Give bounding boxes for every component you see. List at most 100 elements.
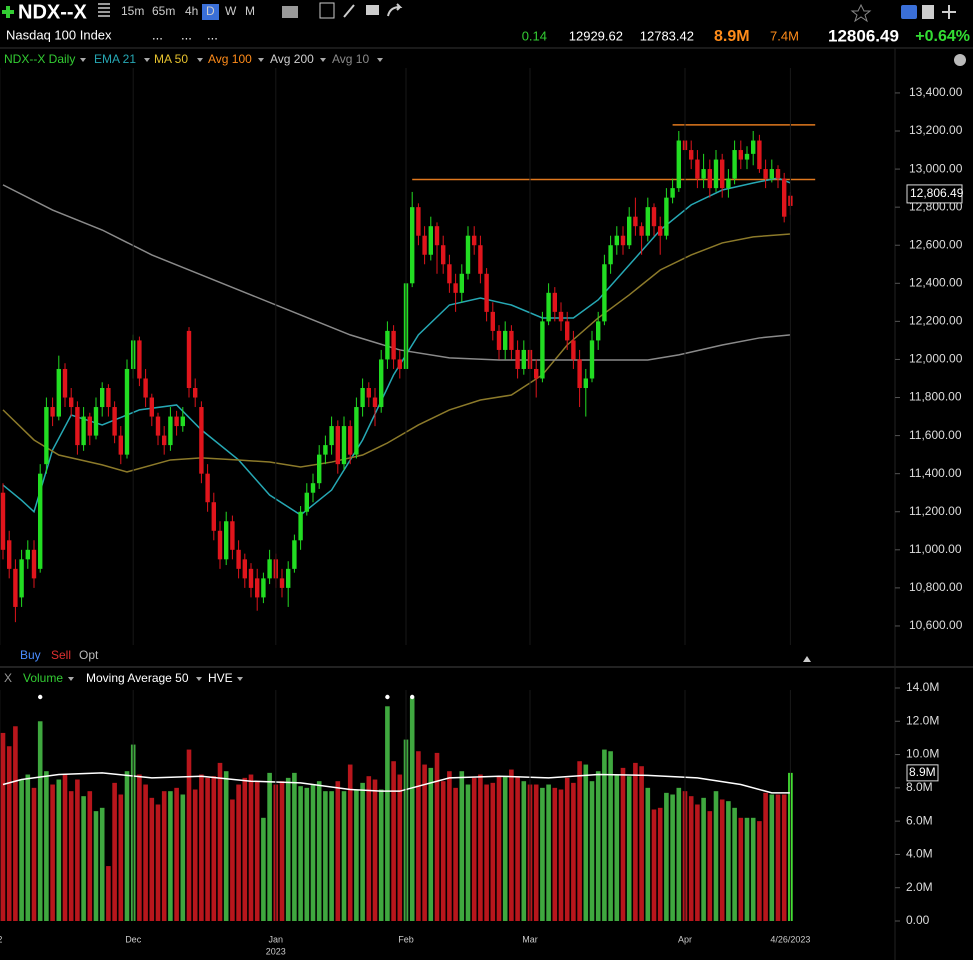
candle-body	[701, 169, 706, 179]
volume-bar	[391, 761, 396, 921]
candle-body	[515, 349, 520, 369]
volume-bar	[242, 777, 248, 921]
x-tick-label: Mar	[522, 934, 538, 944]
candle-body	[360, 388, 365, 408]
volume-bar	[149, 797, 155, 921]
toolbar-icon[interactable]	[282, 6, 298, 18]
legend-entry[interactable]: EMA 21	[94, 52, 136, 66]
volume-bar	[372, 779, 378, 921]
candle-body	[565, 321, 570, 341]
interval-button[interactable]: M	[245, 4, 255, 18]
volume-bar	[502, 776, 508, 921]
candle-body	[230, 521, 235, 550]
legend-entry[interactable]: HVE	[208, 671, 233, 685]
candle-body	[279, 578, 285, 588]
candle-body	[44, 407, 49, 465]
collapse-icon[interactable]	[803, 656, 811, 662]
list-icon[interactable]	[98, 3, 110, 17]
interval-button[interactable]: 65m	[152, 4, 175, 18]
interval-button[interactable]: 4h	[185, 4, 198, 18]
y-tick-label: 10.0M	[906, 747, 939, 761]
legend-entry[interactable]: Moving Average 50	[86, 671, 189, 685]
volume-bar	[719, 799, 725, 921]
candle-body	[496, 330, 502, 350]
candle-body	[93, 407, 99, 436]
volume-bar	[37, 721, 43, 921]
candle-body	[608, 245, 613, 265]
volume-bar	[6, 746, 12, 921]
candle-body	[465, 235, 471, 274]
interval-button[interactable]: D	[206, 4, 215, 18]
candle-body	[614, 235, 619, 246]
volume-bar	[378, 789, 384, 921]
toolbar-icon[interactable]	[922, 5, 934, 19]
volume-bar	[211, 776, 217, 921]
candle-body	[199, 407, 204, 474]
toolbar-icon[interactable]	[901, 5, 917, 19]
legend-entry[interactable]: MA 50	[154, 52, 188, 66]
candle-body	[441, 245, 446, 265]
buy-button[interactable]: Buy	[20, 648, 41, 662]
volume-bar	[540, 787, 545, 921]
toolbar-icon[interactable]	[942, 5, 956, 19]
candle-body	[410, 207, 415, 284]
symbol[interactable]: NDX--X	[18, 1, 88, 23]
opt-button[interactable]: Opt	[79, 648, 99, 662]
toolbar-icon[interactable]	[366, 5, 379, 15]
y-tick-label: 13,400.00	[909, 85, 963, 99]
candle-body	[0, 492, 6, 550]
candle-body	[620, 235, 626, 246]
candle-body	[354, 407, 359, 455]
volume-bar	[769, 794, 775, 921]
close-panel[interactable]: X	[4, 671, 12, 685]
y-tick-label: 11,800.00	[909, 390, 962, 404]
candle-body	[583, 378, 588, 389]
toolbar-icon[interactable]	[343, 4, 355, 18]
volume-bar	[583, 764, 589, 921]
candle-body	[248, 568, 254, 588]
legend-symbol[interactable]: NDX--X Daily	[4, 52, 75, 66]
header-bar	[0, 0, 973, 48]
volume-bar	[217, 762, 223, 921]
volume-bar	[781, 794, 787, 921]
hve-marker	[38, 694, 43, 700]
candle-body	[558, 311, 564, 322]
candle-body	[589, 340, 595, 379]
settings-icon[interactable]	[954, 54, 966, 66]
toolbar-icon[interactable]	[319, 2, 335, 19]
sell-button[interactable]: Sell	[51, 648, 71, 662]
candle-body	[782, 178, 787, 217]
volume-bar	[676, 787, 682, 921]
volume-bar	[143, 784, 148, 921]
panel-title[interactable]: Volume	[23, 671, 63, 685]
candle-body	[155, 416, 161, 436]
candle-body	[713, 159, 719, 189]
star-icon[interactable]	[850, 3, 872, 23]
candle-body	[534, 368, 539, 379]
volume-bar	[726, 801, 731, 921]
candle-body	[267, 559, 272, 579]
candle-body	[602, 264, 607, 322]
volume-bar	[31, 787, 37, 921]
volume-bar	[180, 794, 186, 921]
candle-body	[75, 407, 80, 446]
volume-bar	[695, 804, 700, 921]
interval-button[interactable]: 15m	[121, 4, 144, 18]
legend-entry[interactable]: Avg 200	[270, 52, 314, 66]
legend-entry[interactable]: Avg 100	[208, 52, 252, 66]
volume-bar	[614, 774, 620, 921]
volume-bar	[595, 771, 601, 921]
interval-button[interactable]: W	[225, 4, 237, 18]
candle-body	[751, 140, 756, 154]
toolbar-icon[interactable]	[387, 3, 403, 17]
volume-bar	[490, 782, 496, 921]
add-icon[interactable]	[2, 6, 14, 18]
volume-bar	[620, 767, 626, 921]
volume-bar	[633, 762, 638, 921]
candle-body	[720, 159, 725, 189]
volume-bar	[651, 809, 657, 921]
candle-body	[186, 330, 192, 389]
candle-body	[732, 150, 737, 179]
legend-entry[interactable]: Avg 10	[332, 52, 369, 66]
